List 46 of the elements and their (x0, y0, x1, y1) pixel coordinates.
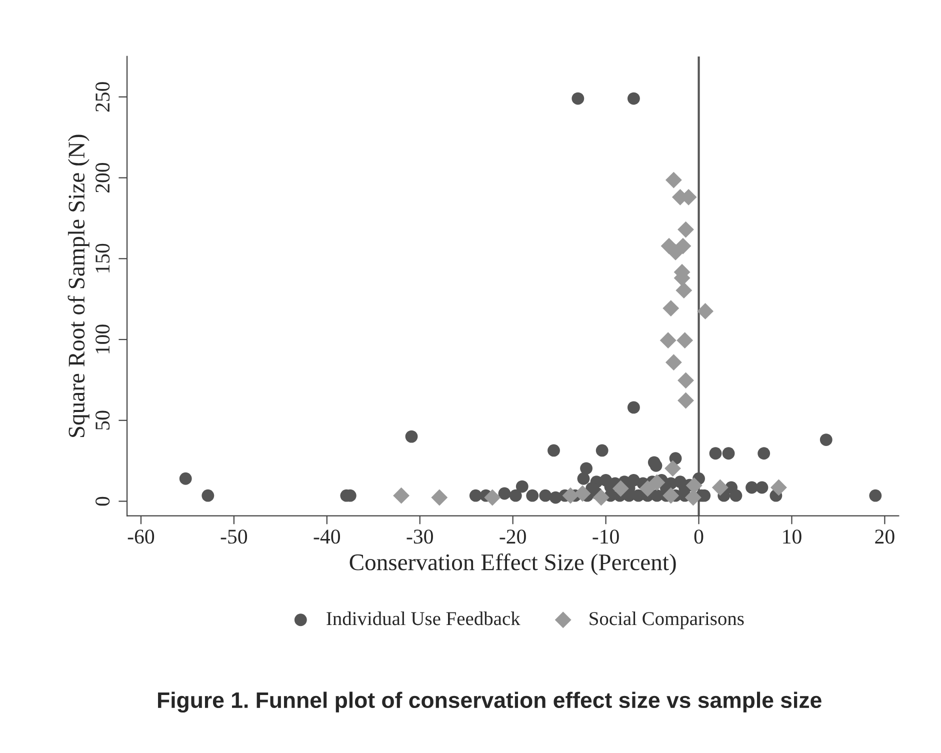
x-tick-label: 10 (783, 530, 802, 544)
point (431, 489, 448, 506)
point (662, 487, 680, 504)
point (648, 474, 666, 491)
x-tick-label: -40 (314, 530, 340, 544)
legend-label: Individual Use Feedback (326, 612, 520, 626)
x-tick-label: -60 (128, 530, 154, 544)
point (660, 332, 676, 349)
point (665, 354, 682, 371)
y-axis-title: Square Root of Sample Size (N) (68, 134, 90, 438)
y-tick-label: 50 (96, 410, 110, 430)
point (574, 485, 591, 502)
x-tick-label: -50 (220, 530, 248, 544)
point (684, 489, 702, 506)
x-tick-label: -20 (500, 530, 526, 544)
x-axis-title: Conservation Effect Size (Percent) (350, 553, 676, 576)
legend-label: Social Comparisons (590, 612, 744, 630)
point (676, 332, 694, 349)
point (678, 392, 694, 409)
point (678, 221, 694, 238)
point (667, 244, 684, 260)
point (770, 479, 787, 496)
y-tick-label: 100 (96, 324, 110, 354)
x-tick-label: -10 (592, 530, 619, 544)
x-tick-label: 20 (875, 530, 894, 544)
point (664, 460, 681, 477)
point (686, 477, 702, 494)
point (676, 282, 692, 299)
y-tick-label: 0 (96, 496, 110, 506)
point (665, 172, 682, 188)
y-tick-label: 200 (96, 162, 110, 192)
point (612, 480, 629, 497)
point (639, 480, 656, 497)
x-tick-label: 0 (694, 530, 704, 544)
point (712, 479, 728, 496)
y-tick-label: 250 (96, 82, 110, 112)
point (662, 300, 680, 317)
text: Figure 1. Funnel plot of conservation effect size vs sample size (158, 692, 822, 713)
point (562, 487, 579, 504)
x-tick-label: -30 (406, 530, 433, 544)
point (393, 487, 410, 504)
y-tick-label: 150 (96, 244, 110, 272)
point (697, 302, 714, 320)
point (678, 372, 694, 389)
point (484, 489, 501, 506)
point (592, 489, 610, 506)
